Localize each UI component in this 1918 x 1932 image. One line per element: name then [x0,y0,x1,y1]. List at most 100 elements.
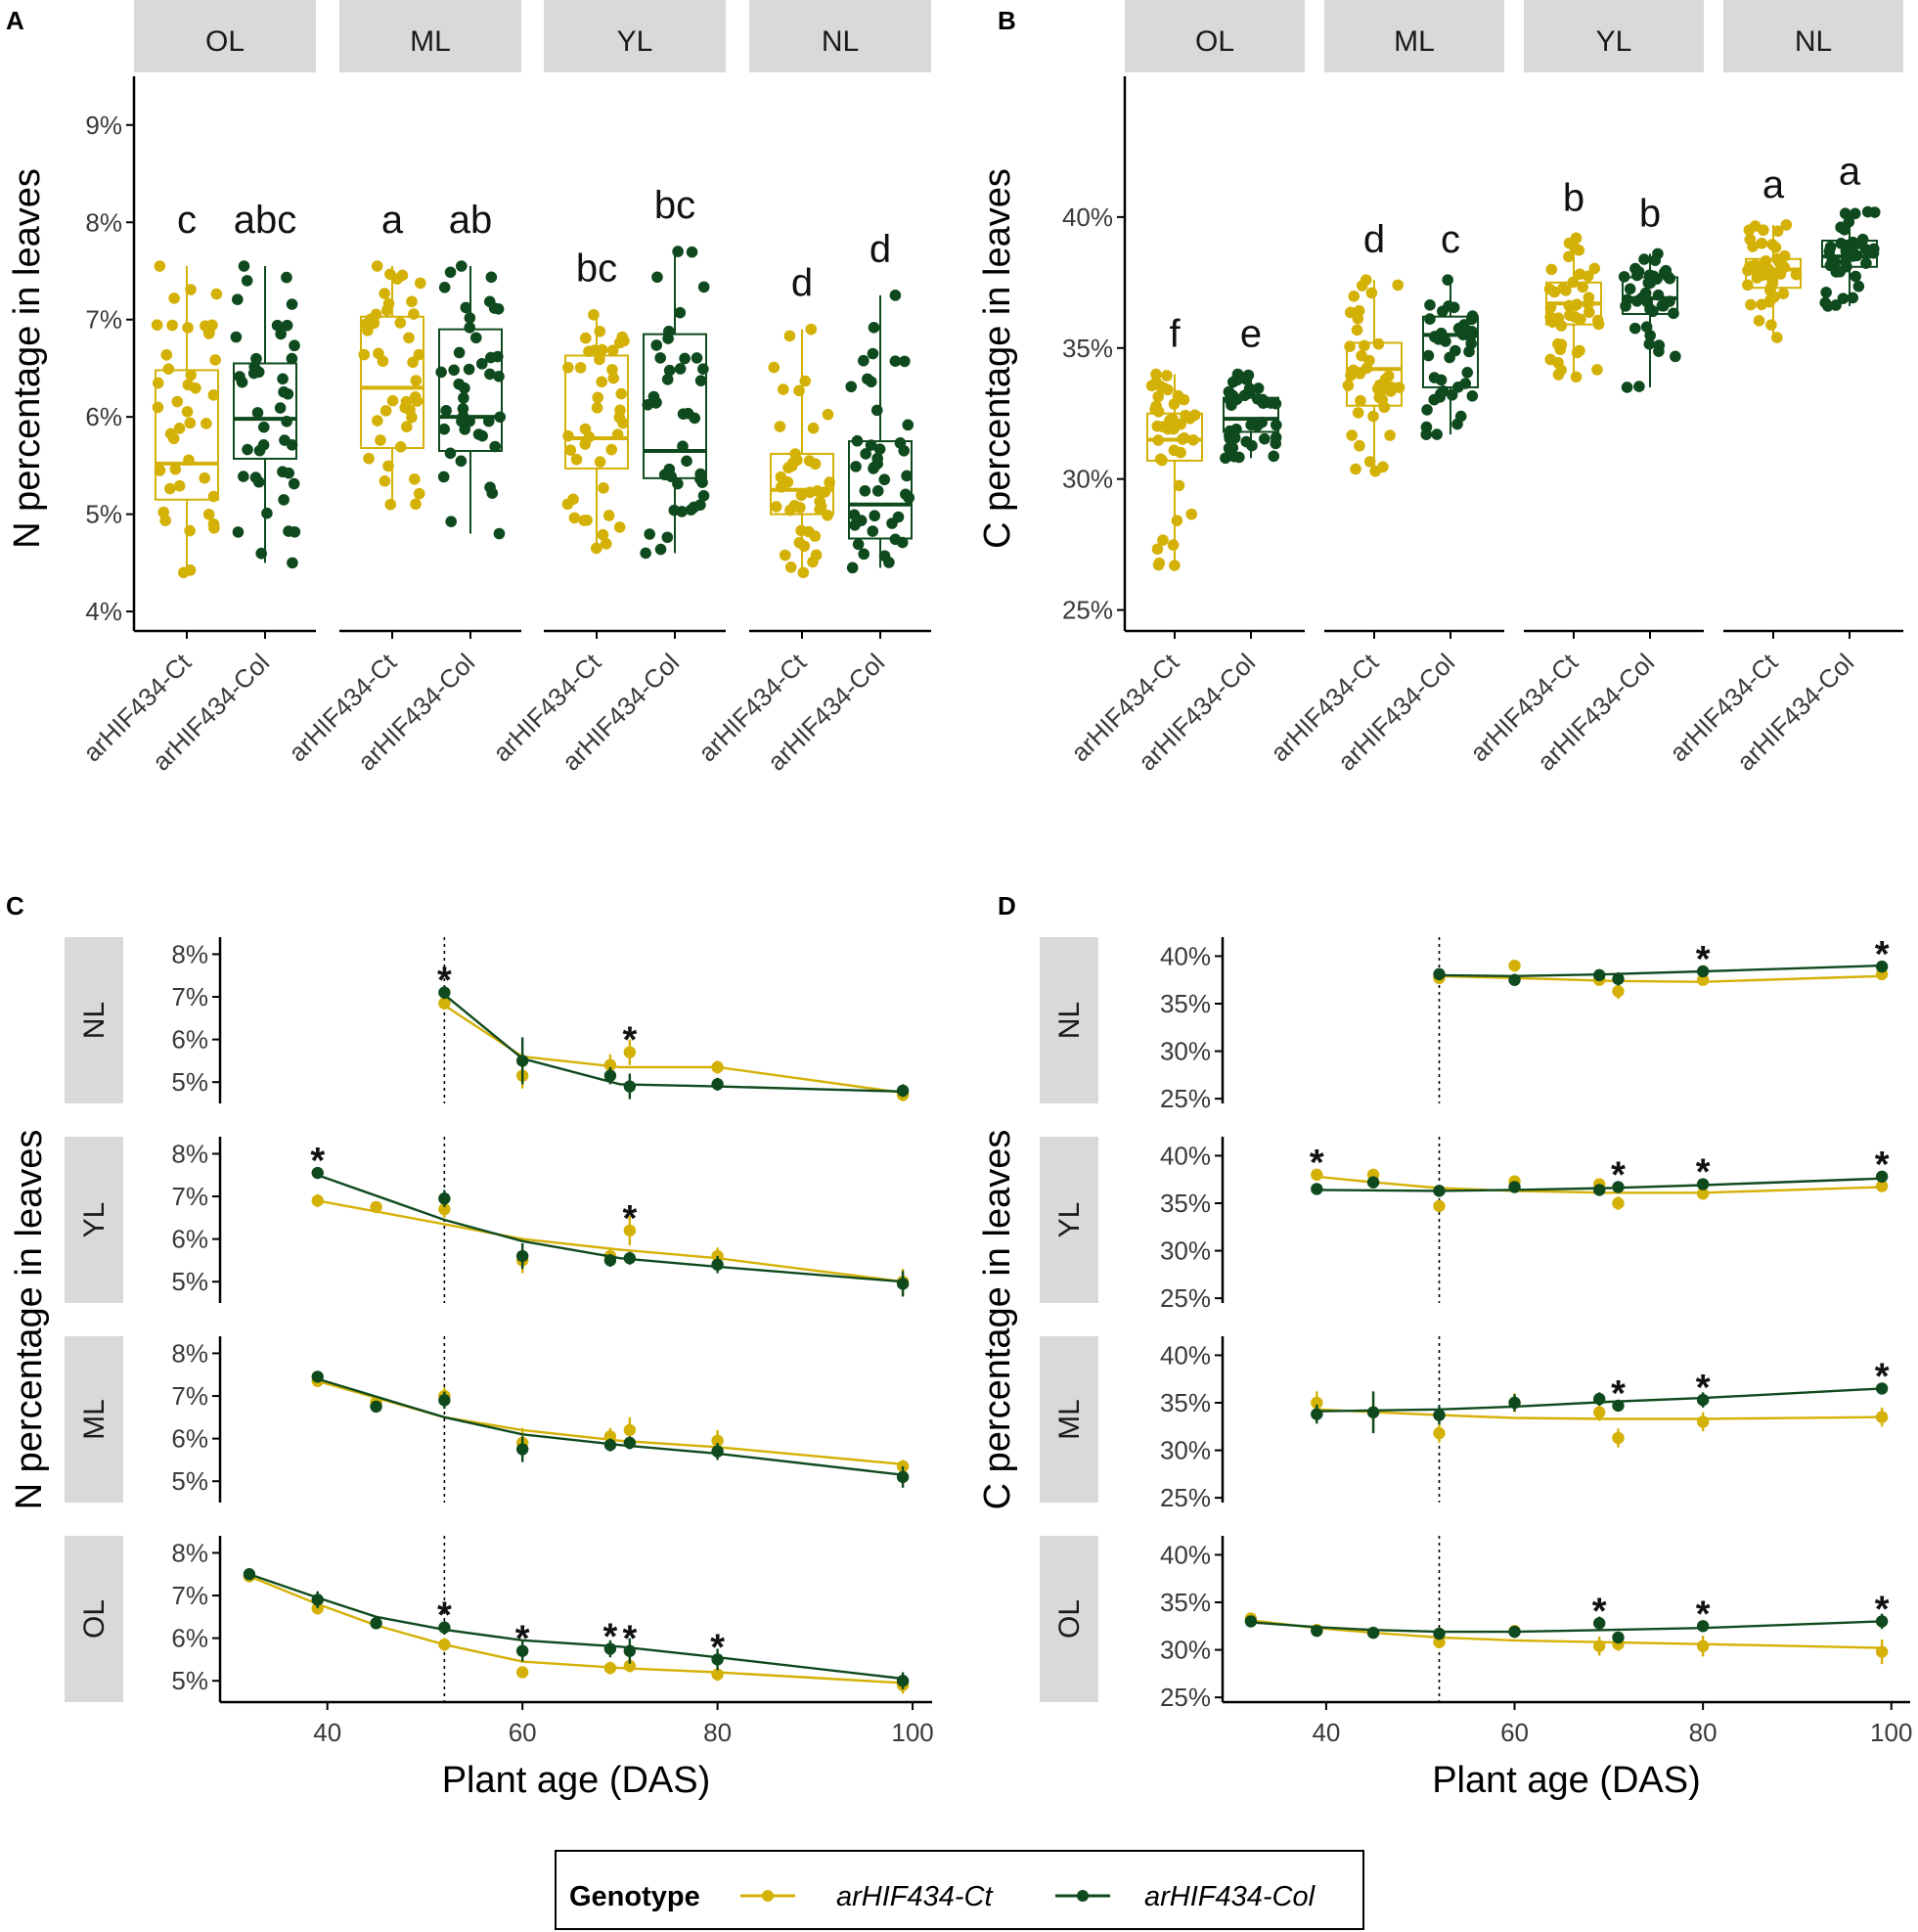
data-point [640,547,651,560]
data-point [650,339,663,351]
data-point [483,295,496,308]
data-point [406,295,418,308]
data-point [873,443,886,455]
data-point-ct [1612,1431,1625,1445]
data-point [415,277,426,290]
data-point [1240,373,1252,385]
data-point [1153,557,1166,569]
data-point [278,494,290,506]
legend-label-ct: arHIF434-Ct [836,1881,994,1912]
data-point-col [603,1254,617,1267]
data-point-col [603,1438,617,1452]
fit-line-col [1316,1387,1883,1413]
data-point [1270,397,1282,410]
data-point [1271,419,1282,431]
data-point [408,308,420,320]
data-point-col [711,1258,724,1271]
data-point [1555,338,1568,350]
data-point-col [623,1252,637,1265]
data-point [862,373,873,385]
data-point [579,438,592,450]
data-point [1771,332,1783,343]
fit-line-col [248,1573,904,1681]
data-point [358,348,371,361]
data-point-ct [1612,985,1625,998]
data-point [850,461,862,472]
data-point [1251,420,1264,432]
data-point [785,460,798,472]
data-point [1353,304,1365,317]
data-point [596,376,607,388]
data-point [661,374,674,385]
data-point [162,363,175,375]
data-point [574,362,587,374]
y-tick-label: 35% [1062,334,1113,363]
legend: Genotype arHIF434-Ct arHIF434-Col [555,1850,1364,1930]
y-tick-label: 5% [171,1466,208,1496]
data-point [1563,250,1575,263]
panel-label: C [6,891,24,921]
data-point [485,271,498,284]
data-point-col [1508,1181,1521,1193]
data-point [1591,364,1603,376]
data-point [1847,236,1859,248]
data-point [672,246,684,257]
data-point-col [1593,1184,1606,1196]
data-point [379,474,391,487]
data-point [1429,331,1441,342]
data-point [845,381,858,393]
data-point-ct [370,1200,382,1214]
data-point [1356,280,1368,292]
data-point [570,453,583,466]
data-point [807,422,820,434]
data-point-col [623,1644,637,1657]
y-tick-label: 8% [171,1139,208,1168]
data-point [437,471,450,483]
data-point [182,322,194,334]
data-point [154,465,166,476]
data-point-ct [438,997,451,1010]
data-point [1348,291,1360,302]
significance-letter: a [1839,151,1861,194]
data-point-col [623,1080,637,1093]
significance-star: * [1611,1373,1626,1415]
fit-line-col [317,1174,904,1283]
data-point [252,475,265,488]
data-point [1583,306,1595,318]
data-point [1171,515,1183,526]
data-point-col [1508,1625,1521,1639]
data-point [372,415,383,427]
data-point [274,402,287,414]
fit-line-ct [317,1379,904,1465]
y-tick-label: 30% [1062,465,1113,494]
significance-star: * [622,1020,637,1061]
data-point [654,352,666,364]
y-tick-label: 7% [171,1581,208,1610]
data-point [157,506,170,518]
panel-label: B [998,6,1016,35]
data-point-ct [711,1434,724,1447]
data-point [207,490,220,503]
data-point [1668,307,1679,320]
facet-strip-label: NL [1053,1002,1086,1039]
data-point [184,564,197,576]
data-point-ct [1433,1199,1446,1213]
data-point [151,319,163,331]
data-point-col [711,1078,724,1091]
data-point [407,356,419,369]
data-point-ct [1433,1426,1446,1440]
fit-line-col [1316,1177,1883,1192]
data-point [184,524,196,537]
data-point [1847,292,1859,304]
data-point-col [1875,1170,1889,1184]
data-point-col [603,1069,617,1082]
data-point [867,347,879,360]
data-point-col [896,1470,910,1484]
data-point [597,528,609,541]
data-point [1632,266,1645,278]
box-iqr [1146,412,1203,462]
data-point-col [438,986,451,999]
data-point [770,501,782,513]
data-point [232,526,245,538]
facet-strip-label: ML [1394,25,1435,58]
